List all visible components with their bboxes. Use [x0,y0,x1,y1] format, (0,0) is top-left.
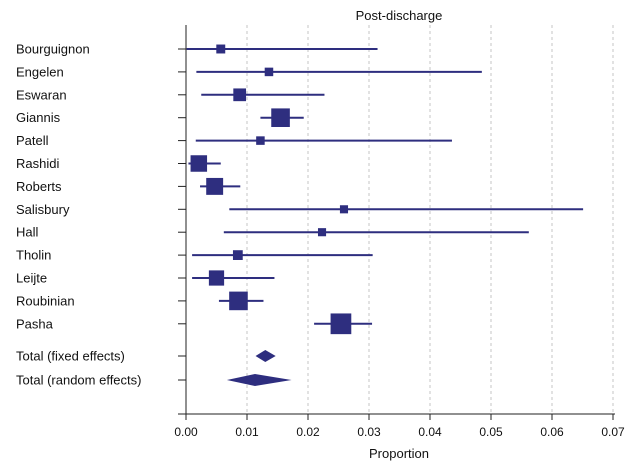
study-label: Giannis [16,110,61,125]
study-estimates [186,44,584,335]
study-label: Engelen [16,64,64,79]
study-estimate-marker [330,313,352,335]
x-axis: 0.00 0.01 0.02 0.03 0.04 0.05 0.06 0.07 [174,25,625,439]
study-label: Roubinian [16,293,75,308]
study-estimate-marker [264,67,274,77]
study-label: Patell [16,133,49,148]
study-label: Hall [16,225,39,240]
x-tick-label: 0.00 [174,425,198,439]
gridlines [246,25,614,414]
x-axis-label: Proportion [369,446,429,461]
x-tick-label: 0.07 [601,425,625,439]
study-label: Bourguignon [16,42,90,57]
x-tick-label: 0.02 [296,425,320,439]
study-estimate-marker [190,155,208,172]
study-estimate-marker [256,136,265,145]
study-label: Leijte [16,271,47,286]
pooled-estimates [226,350,292,386]
study-estimate-marker [206,177,224,195]
x-tick-label: 0.03 [357,425,381,439]
study-estimate-marker [229,291,248,311]
study-label: Tholin [16,248,51,263]
x-tick-label: 0.05 [479,425,503,439]
x-tick-label: 0.01 [235,425,259,439]
pooled-diamond [226,374,292,386]
study-label: Eswaran [16,87,67,102]
pooled-label: Total (fixed effects) [16,349,125,364]
study-estimate-marker [339,205,349,214]
pooled-label: Total (random effects) [16,373,141,388]
study-label: Pasha [16,316,54,331]
study-estimate-marker [233,88,247,102]
study-estimate-marker [271,108,290,127]
study-estimate-marker [216,44,226,54]
study-label: Rashidi [16,156,59,171]
study-label: Salisbury [16,202,70,217]
study-estimate-marker [232,250,243,260]
study-estimate-marker [208,270,225,286]
study-label: Roberts [16,179,62,194]
chart-title: Post-discharge [356,8,443,23]
x-tick-label: 0.06 [540,425,564,439]
study-estimate-marker [317,228,327,237]
pooled-diamond [255,350,276,362]
study-labels: Bourguignon Engelen Eswaran Giannis Patell Ra… [16,42,141,388]
x-tick-label: 0.04 [418,425,442,439]
